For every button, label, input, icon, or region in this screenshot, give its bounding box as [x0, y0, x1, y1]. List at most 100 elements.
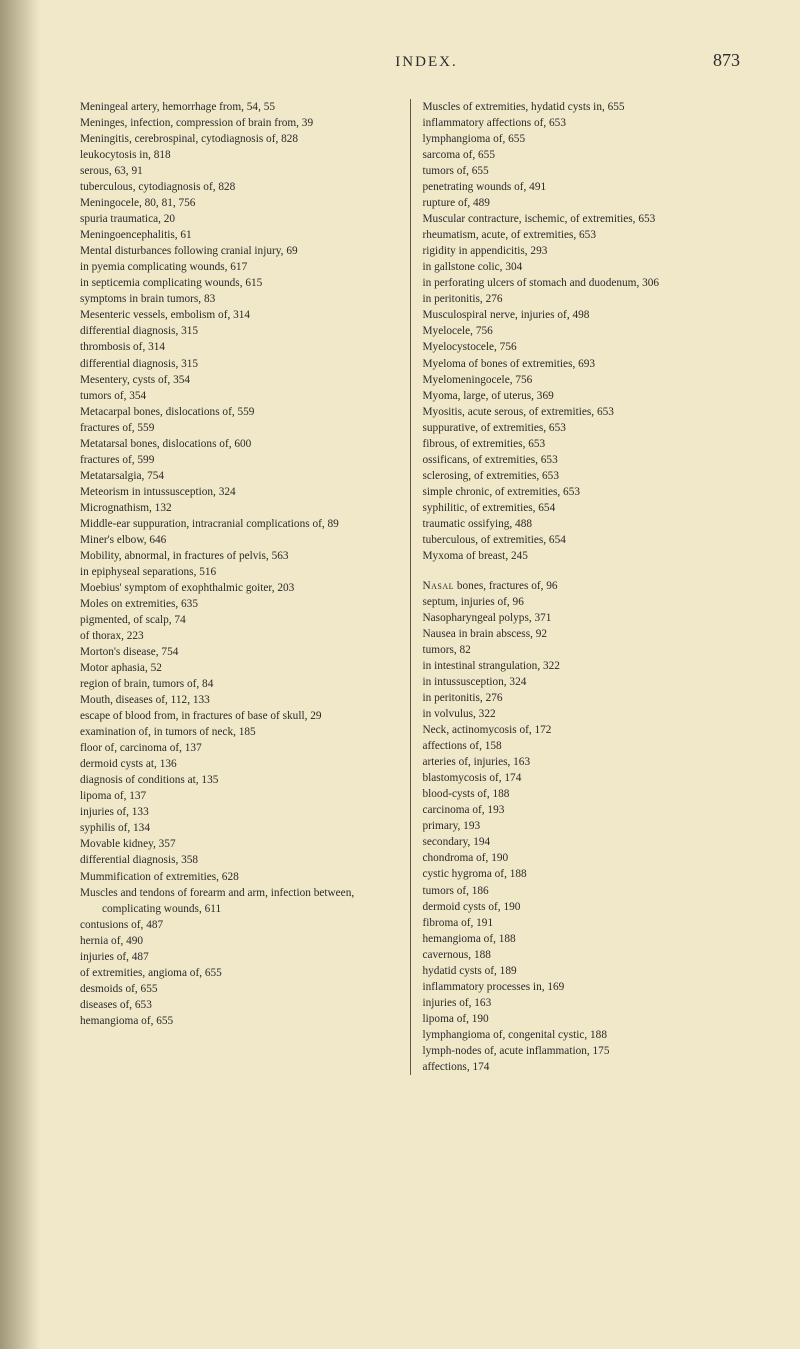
- index-entry: Myositis, acute serous, of extremities, …: [423, 404, 741, 420]
- index-entry: tumors of, 655: [423, 163, 741, 179]
- index-entry: spuria traumatica, 20: [80, 211, 398, 227]
- index-entry: tuberculous, cytodiagnosis of, 828: [80, 179, 398, 195]
- index-entry: fractures of, 599: [80, 452, 398, 468]
- index-entry: Musculospiral nerve, injuries of, 498: [423, 307, 741, 323]
- page-number: 873: [713, 50, 740, 71]
- index-entry: arteries of, injuries, 163: [423, 754, 741, 770]
- index-entry: rheumatism, acute, of extremities, 653: [423, 227, 741, 243]
- index-entry: inflammatory processes in, 169: [423, 979, 741, 995]
- index-entry: differential diagnosis, 358: [80, 852, 398, 868]
- index-entry: in intussusception, 324: [423, 674, 741, 690]
- index-columns: Meningeal artery, hemorrhage from, 54, 5…: [80, 99, 740, 1075]
- index-entry: Meningoencephalitis, 61: [80, 227, 398, 243]
- index-entry: penetrating wounds of, 491: [423, 179, 741, 195]
- index-entry: leukocytosis in, 818: [80, 147, 398, 163]
- index-entry: Middle-ear suppuration, intracranial com…: [80, 516, 398, 532]
- index-entry: primary, 193: [423, 818, 741, 834]
- index-entry: blastomycosis of, 174: [423, 770, 741, 786]
- index-entry: tumors of, 186: [423, 883, 741, 899]
- index-entry: differential diagnosis, 315: [80, 356, 398, 372]
- index-entry: inflammatory affections of, 653: [423, 115, 741, 131]
- index-entry: Meningocele, 80, 81, 756: [80, 195, 398, 211]
- index-entry: fibrous, of extremities, 653: [423, 436, 741, 452]
- index-entry: in pyemia complicating wounds, 617: [80, 259, 398, 275]
- index-entry: dermoid cysts of, 190: [423, 899, 741, 915]
- index-entry: in peritonitis, 276: [423, 690, 741, 706]
- index-entry: diseases of, 653: [80, 997, 398, 1013]
- index-entry: Muscular contracture, ischemic, of extre…: [423, 211, 741, 227]
- index-entry: Muscles of extremities, hydatid cysts in…: [423, 99, 741, 115]
- index-entry: Muscles and tendons of forearm and arm, …: [80, 885, 398, 917]
- index-entry: Movable kidney, 357: [80, 836, 398, 852]
- index-entry: sarcoma of, 655: [423, 147, 741, 163]
- index-entry: ossificans, of extremities, 653: [423, 452, 741, 468]
- index-entry: traumatic ossifying, 488: [423, 516, 741, 532]
- index-entry: contusions of, 487: [80, 917, 398, 933]
- index-entry: serous, 63, 91: [80, 163, 398, 179]
- index-entry: Meninges, infection, compression of brai…: [80, 115, 398, 131]
- index-entry: Meningitis, cerebrospinal, cytodiagnosis…: [80, 131, 398, 147]
- index-entry: in peritonitis, 276: [423, 291, 741, 307]
- index-entry: differential diagnosis, 315: [80, 323, 398, 339]
- index-entry: Myxoma of breast, 245: [423, 548, 741, 564]
- index-entry: lipoma of, 190: [423, 1011, 741, 1027]
- header-title: INDEX.: [140, 54, 713, 71]
- index-entry: simple chronic, of extremities, 653: [423, 484, 741, 500]
- index-entry: Miner's elbow, 646: [80, 532, 398, 548]
- index-entry: in septicemia complicating wounds, 615: [80, 275, 398, 291]
- index-entry: Mouth, diseases of, 112, 133: [80, 692, 398, 708]
- index-entry: septum, injuries of, 96: [423, 594, 741, 610]
- index-entry: region of brain, tumors of, 84: [80, 676, 398, 692]
- index-entry: tumors of, 354: [80, 388, 398, 404]
- index-entry: in epiphyseal separations, 516: [80, 564, 398, 580]
- index-entry: tumors, 82: [423, 642, 741, 658]
- section-gap: [423, 564, 741, 578]
- index-entry: Myeloma of bones of extremities, 693: [423, 356, 741, 372]
- index-entry: Micrognathism, 132: [80, 500, 398, 516]
- section-letter: Nasal: [423, 580, 455, 592]
- index-entry: Moles on extremities, 635: [80, 596, 398, 612]
- index-entry: of extremities, angioma of, 655: [80, 965, 398, 981]
- index-entry: hydatid cysts of, 189: [423, 963, 741, 979]
- index-entry: suppurative, of extremities, 653: [423, 420, 741, 436]
- binding-shadow: [0, 0, 40, 1349]
- index-entry: injuries of, 163: [423, 995, 741, 1011]
- index-entry: Mesenteric vessels, embolism of, 314: [80, 307, 398, 323]
- index-entry: Neck, actinomycosis of, 172: [423, 722, 741, 738]
- index-entry: Myoma, large, of uterus, 369: [423, 388, 741, 404]
- index-entry: hemangioma of, 188: [423, 931, 741, 947]
- index-entry: Mummification of extremities, 628: [80, 869, 398, 885]
- index-entry: fibroma of, 191: [423, 915, 741, 931]
- right-column: Muscles of extremities, hydatid cysts in…: [410, 99, 741, 1075]
- index-entry: chondroma of, 190: [423, 850, 741, 866]
- index-entry: Moebius' symptom of exophthalmic goiter,…: [80, 580, 398, 596]
- index-entry: pigmented, of scalp, 74: [80, 612, 398, 628]
- index-entry: Motor aphasia, 52: [80, 660, 398, 676]
- index-entry: Metatarsalgia, 754: [80, 468, 398, 484]
- page-header: INDEX. 873: [80, 50, 740, 71]
- index-entry: syphilis of, 134: [80, 820, 398, 836]
- index-entry: syphilitic, of extremities, 654: [423, 500, 741, 516]
- index-entry: hernia of, 490: [80, 933, 398, 949]
- index-entry: in intestinal strangulation, 322: [423, 658, 741, 674]
- index-entry: tuberculous, of extremities, 654: [423, 532, 741, 548]
- index-entry: escape of blood from, in fractures of ba…: [80, 708, 398, 724]
- index-entry: fractures of, 559: [80, 420, 398, 436]
- index-entry: Nasal bones, fractures of, 96: [423, 578, 741, 594]
- index-entry: affections of, 158: [423, 738, 741, 754]
- index-entry: injuries of, 133: [80, 804, 398, 820]
- index-entry: Nausea in brain abscess, 92: [423, 626, 741, 642]
- page: INDEX. 873 Meningeal artery, hemorrhage …: [0, 0, 800, 1125]
- index-entry: lipoma of, 137: [80, 788, 398, 804]
- index-entry: in perforating ulcers of stomach and duo…: [423, 275, 741, 291]
- index-entry: dermoid cysts at, 136: [80, 756, 398, 772]
- left-column: Meningeal artery, hemorrhage from, 54, 5…: [80, 99, 410, 1075]
- index-entry: Myelocystocele, 756: [423, 339, 741, 355]
- index-entry: Mental disturbances following cranial in…: [80, 243, 398, 259]
- index-entry: Nasopharyngeal polyps, 371: [423, 610, 741, 626]
- index-entry: sclerosing, of extremities, 653: [423, 468, 741, 484]
- index-entry: Myelomeningocele, 756: [423, 372, 741, 388]
- index-entry: diagnosis of conditions at, 135: [80, 772, 398, 788]
- index-entry: Mesentery, cysts of, 354: [80, 372, 398, 388]
- index-entry: lymphangioma of, congenital cystic, 188: [423, 1027, 741, 1043]
